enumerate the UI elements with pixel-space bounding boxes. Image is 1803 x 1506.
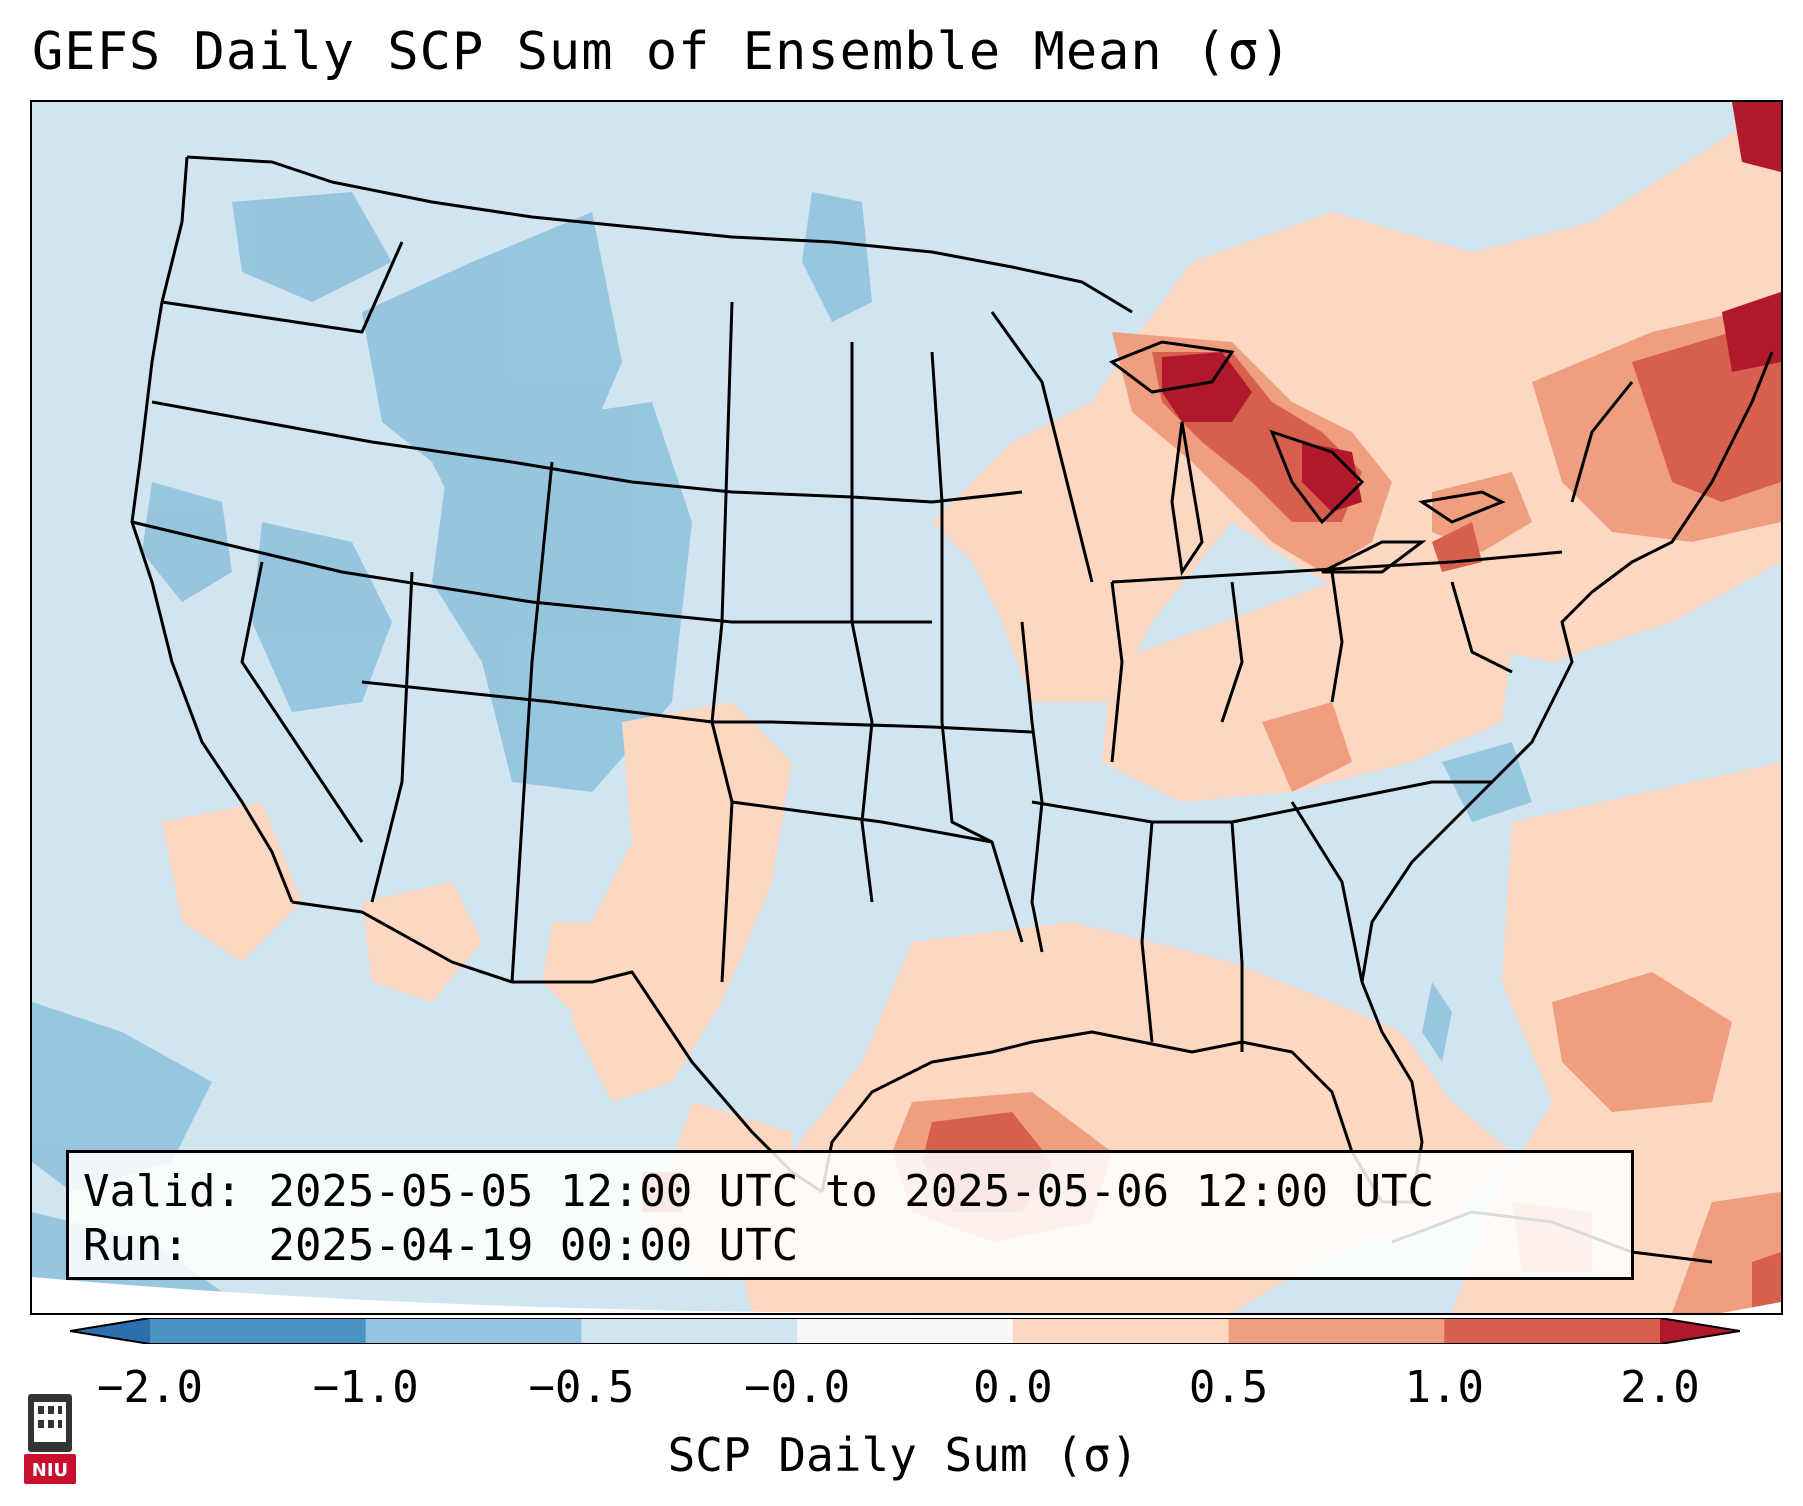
- valid-label: Valid:: [83, 1166, 242, 1217]
- great-lakes: [1108, 340, 1506, 577]
- map-title: GEFS Daily SCP Sum of Ensemble Mean (σ): [32, 22, 1292, 82]
- colorbar-tick-label: −2.0: [97, 1362, 203, 1413]
- map-panel: [30, 100, 1783, 1315]
- run-value: 2025-04-19 00:00 UTC: [268, 1220, 799, 1271]
- colorbar-tick-label: 2.0: [1620, 1362, 1700, 1413]
- valid-value: 2025-05-05 12:00 UTC to 2025-05-06 12:00…: [268, 1166, 1435, 1217]
- projection-edge-right: [1722, 1302, 1781, 1313]
- state-boundaries: [130, 155, 1774, 1204]
- colorbar-tick-label: −0.5: [528, 1362, 635, 1413]
- niu-seal-icon: NIU: [24, 1394, 76, 1484]
- colorbar-bin: [150, 1318, 367, 1344]
- colorbar-tick-label: −1.0: [312, 1362, 419, 1413]
- colorbar-segments: [70, 1318, 1740, 1344]
- colorbar-tick-label: −0.0: [744, 1362, 851, 1413]
- colorbar-tick-label: 0.5: [1188, 1362, 1269, 1413]
- niu-logo-text: NIU: [32, 1460, 68, 1481]
- colorbar-bin: [1012, 1318, 1230, 1344]
- run-label: Run:: [83, 1220, 189, 1271]
- negative-anomaly-areas: [32, 192, 1532, 1313]
- colorbar-bin: [365, 1318, 582, 1344]
- positive-anomaly-max-areas: [1162, 102, 1781, 512]
- scp-map: [32, 102, 1781, 1313]
- colorbar-bin: [797, 1318, 1014, 1344]
- colorbar-bin: [1444, 1318, 1661, 1344]
- projection-edge: [32, 1277, 932, 1313]
- colorbar-bin: [1228, 1318, 1445, 1344]
- colorbar-tick-label: 0.0: [973, 1362, 1053, 1413]
- colorbar-extension-high: [1660, 1318, 1740, 1344]
- colorbar-extension-low: [70, 1318, 150, 1344]
- valid-line: Valid: 2025-05-05 12:00 UTC to 2025-05-0…: [83, 1165, 1631, 1219]
- colorbar-bin: [581, 1318, 798, 1344]
- colorbar-tick-label: 1.0: [1404, 1362, 1485, 1413]
- valid-run-infobox: Valid: 2025-05-05 12:00 UTC to 2025-05-0…: [66, 1150, 1634, 1280]
- colorbar: [70, 1318, 1740, 1344]
- run-line: Run: 2025-04-19 00:00 UTC: [83, 1219, 1631, 1273]
- colorbar-label: SCP Daily Sum (σ): [667, 1428, 1139, 1482]
